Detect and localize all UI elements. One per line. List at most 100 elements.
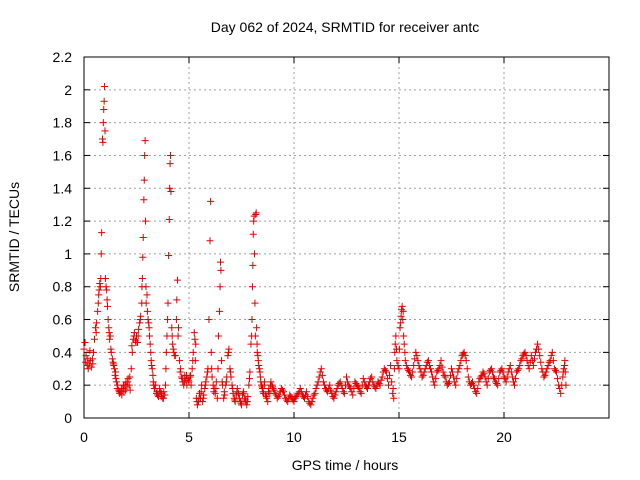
data-point (122, 386, 130, 394)
data-point (104, 302, 112, 310)
data-point (281, 391, 289, 399)
data-point (327, 386, 335, 394)
data-point (92, 329, 100, 337)
data-point (206, 237, 214, 245)
data-point (545, 358, 553, 366)
data-point (278, 386, 286, 394)
data-point (228, 381, 236, 389)
data-point (522, 352, 530, 360)
data-point (251, 250, 259, 258)
data-point (89, 360, 97, 368)
data-point (124, 378, 132, 386)
data-point (495, 375, 503, 383)
data-point (365, 381, 373, 389)
data-point (498, 365, 506, 373)
data-point (213, 394, 221, 402)
data-point (162, 365, 170, 373)
data-point (479, 368, 487, 376)
data-point (132, 339, 140, 347)
data-point (142, 217, 150, 225)
data-point (134, 332, 142, 340)
data-point (142, 299, 150, 307)
data-point (220, 394, 228, 402)
data-point (150, 381, 158, 389)
data-point (549, 357, 557, 365)
data-point (160, 388, 168, 396)
data-point (400, 340, 408, 348)
data-point (149, 371, 157, 379)
data-point (101, 127, 109, 135)
data-point (535, 345, 543, 353)
data-point (180, 378, 188, 386)
data-point (336, 378, 344, 386)
data-point (199, 394, 207, 402)
data-point (408, 373, 416, 381)
data-point (547, 352, 555, 360)
data-point (483, 381, 491, 389)
grid-lines (84, 57, 609, 418)
data-point (516, 361, 524, 369)
data-point (313, 381, 321, 389)
x-axis-label: GPS time / hours (292, 457, 399, 473)
data-point (381, 366, 389, 374)
data-point (340, 389, 348, 397)
data-point (386, 371, 394, 379)
data-point (253, 340, 261, 348)
data-point (112, 375, 120, 383)
data-point (173, 276, 181, 284)
plot-frame (83, 56, 610, 419)
data-point (222, 378, 230, 386)
data-point (308, 398, 316, 406)
data-point (494, 381, 502, 389)
chart-title: Day 062 of 2024, SRMTID for receiver ant… (211, 19, 479, 35)
data-point (512, 375, 520, 383)
data-point (80, 345, 88, 353)
data-point (188, 365, 196, 373)
data-point (452, 381, 460, 389)
data-point (518, 355, 526, 363)
data-point (484, 375, 492, 383)
data-point (425, 361, 433, 369)
data-point (517, 357, 525, 365)
data-point (141, 137, 149, 145)
x-tick-label: 5 (185, 429, 193, 445)
data-point (554, 375, 562, 383)
data-point (311, 389, 319, 397)
data-point (239, 389, 247, 397)
x-tick-label: 20 (496, 429, 512, 445)
data-point (214, 332, 222, 340)
data-point (190, 329, 198, 337)
data-point (457, 357, 465, 365)
data-point (139, 234, 147, 241)
data-point (409, 368, 417, 376)
data-point (343, 373, 350, 381)
data-point (211, 389, 219, 397)
y-tick-label: 0.2 (53, 377, 73, 393)
data-point (249, 230, 257, 238)
data-point (541, 371, 549, 379)
data-point (235, 391, 243, 399)
y-tick-label: 1.4 (53, 180, 73, 196)
data-point (216, 283, 224, 291)
data-point (320, 381, 328, 389)
data-point (256, 368, 264, 376)
data-point (390, 365, 398, 373)
data-point (359, 375, 367, 383)
data-point (135, 325, 143, 333)
data-point (109, 358, 117, 366)
data-point (95, 286, 103, 294)
data-point (143, 291, 151, 299)
data-point (246, 368, 254, 376)
data-point (93, 319, 101, 327)
data-point (98, 229, 106, 237)
data-point (507, 368, 515, 376)
data-point (218, 357, 226, 365)
y-tick-label: 1.2 (53, 213, 73, 229)
data-point (396, 324, 404, 332)
data-point (435, 365, 443, 373)
data-point (161, 381, 169, 389)
data-point (333, 384, 341, 392)
y-tick-label: 0.8 (53, 279, 73, 295)
data-point (360, 378, 368, 386)
data-point (186, 373, 194, 381)
